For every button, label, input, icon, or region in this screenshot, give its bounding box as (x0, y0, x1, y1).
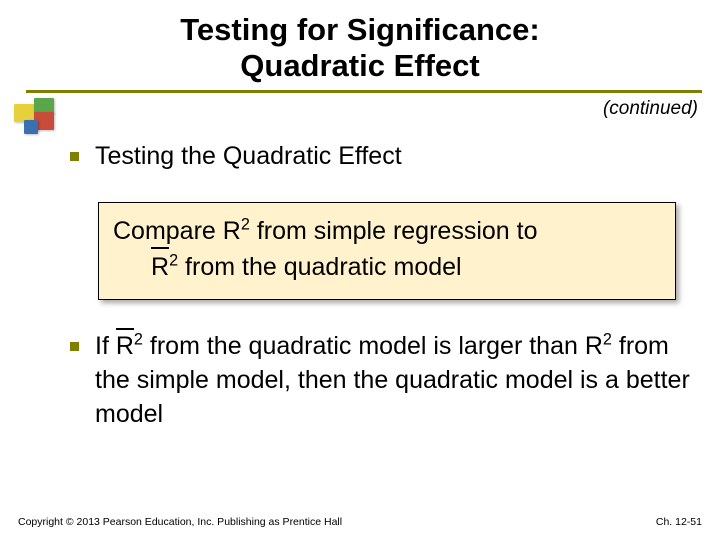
box-line-1: Compare R2 from simple regression to (113, 213, 661, 249)
bullet-2: If R2 from the quadratic model is larger… (70, 330, 690, 431)
box-line-2: R2 from the quadratic model (113, 249, 661, 285)
text: from the quadratic model is larger than … (143, 332, 603, 360)
superscript-2: 2 (241, 215, 250, 233)
box-text: from simple regression to (250, 217, 538, 245)
superscript-2: 2 (169, 252, 178, 270)
superscript-2: 2 (603, 331, 612, 349)
bullet-icon (70, 152, 79, 161)
text: If (95, 332, 116, 360)
bullet-1: Testing the Quadratic Effect (70, 140, 690, 174)
bullet-icon (70, 342, 79, 351)
slide: Testing for Significance: Quadratic Effe… (0, 0, 720, 540)
r-bar: R (116, 330, 134, 364)
box-text: Compare R (113, 217, 241, 245)
copyright-text: Copyright © 2013 Pearson Education, Inc.… (18, 516, 342, 528)
bullet-1-text: Testing the Quadratic Effect (95, 140, 402, 174)
page-number: Ch. 12-51 (656, 516, 702, 528)
superscript-2: 2 (134, 331, 143, 349)
title-line-1: Testing for Significance: (180, 12, 539, 47)
highlight-box: Compare R2 from simple regression to R2 … (98, 202, 676, 301)
bullet-2-text: If R2 from the quadratic model is larger… (95, 330, 690, 431)
title-divider (26, 90, 702, 93)
title-line-2: Quadratic Effect (240, 48, 479, 83)
r-bar: R (151, 249, 169, 285)
slide-title: Testing for Significance: Quadratic Effe… (0, 0, 720, 83)
box-text: R (151, 253, 169, 281)
content-area: Testing the Quadratic Effect Compare R2 … (70, 140, 690, 448)
footer: Copyright © 2013 Pearson Education, Inc.… (18, 516, 702, 528)
text: R (116, 332, 134, 360)
slide-logo (14, 98, 58, 138)
logo-square-blue (24, 120, 38, 134)
box-text: from the quadratic model (178, 253, 461, 281)
continued-label: (continued) (603, 98, 698, 120)
